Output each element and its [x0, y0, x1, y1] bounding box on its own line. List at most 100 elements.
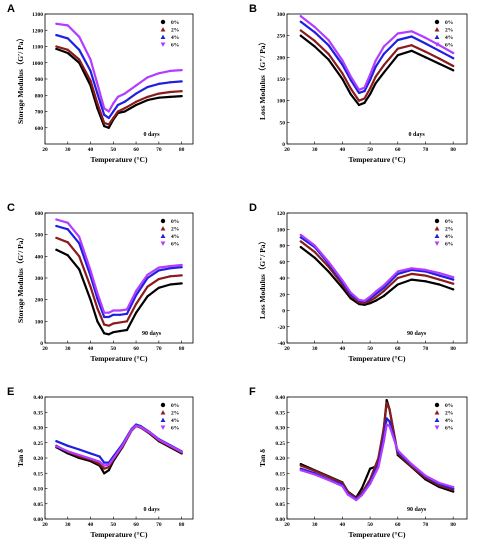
data-point [157, 438, 160, 441]
data-point [368, 78, 372, 81]
data-point [357, 103, 361, 107]
data-point [103, 464, 106, 467]
data-point [134, 92, 138, 95]
data-point [313, 45, 316, 48]
x-tick-label: 60 [395, 346, 401, 352]
condition-note: 0 days [409, 132, 426, 138]
data-point [157, 269, 160, 272]
data-point [169, 264, 172, 268]
data-point [374, 59, 377, 62]
y-tick-label: 0.40 [275, 395, 285, 401]
data-point [180, 90, 183, 93]
y-tick-label: 0.10 [275, 487, 285, 493]
x-tick-label: 30 [312, 147, 318, 153]
legend-label: 4% [445, 418, 453, 424]
data-point [96, 92, 99, 95]
data-point [452, 69, 455, 72]
data-point [121, 444, 124, 447]
data-point [66, 37, 69, 40]
data-point [112, 110, 115, 113]
data-point [357, 88, 361, 91]
data-point [55, 440, 58, 443]
data-point [157, 96, 160, 99]
data-point [349, 75, 352, 78]
data-point [410, 44, 413, 47]
data-point [438, 272, 441, 275]
legend-marker [434, 417, 440, 422]
data-point [410, 35, 413, 38]
y-axis-title: Storage Modulus（G′/ Pa） [15, 233, 25, 323]
y-tick-label: 600 [35, 126, 44, 132]
data-point [180, 263, 183, 267]
x-tick-label: 80 [450, 147, 456, 153]
legend-label: 0% [171, 219, 179, 225]
x-tick-label: 70 [423, 346, 429, 352]
y-tick-label: 100 [35, 319, 44, 325]
legend: 0% 2%4% 6% [160, 402, 179, 432]
data-point [55, 224, 58, 228]
data-point [424, 36, 427, 39]
data-point [107, 324, 110, 327]
data-point [139, 425, 142, 428]
y-tick-label: 80 [280, 244, 286, 250]
x-tick-label: 70 [156, 147, 162, 153]
data-point [169, 275, 172, 278]
y-tick-label: 1100 [32, 45, 43, 51]
data-point [299, 34, 302, 37]
data-point [410, 463, 413, 466]
data-point [78, 35, 81, 38]
legend-marker [160, 241, 166, 246]
legend-marker [434, 19, 440, 25]
legend-marker [160, 19, 166, 25]
data-point [107, 123, 110, 126]
data-point [327, 270, 330, 273]
x-tick-label: 20 [42, 147, 48, 153]
data-point [313, 39, 316, 42]
condition-note: 0 days [143, 132, 160, 138]
data-point [169, 69, 172, 72]
data-point [123, 92, 126, 95]
plot-frame [286, 212, 468, 344]
data-point [134, 103, 138, 107]
x-tick-label: 50 [111, 147, 117, 153]
x-axis-title: Temperature (°C) [349, 354, 406, 363]
legend-marker [160, 226, 166, 231]
y-tick-label: 0.35 [275, 410, 285, 416]
data-point [66, 48, 69, 51]
data-point [146, 295, 149, 298]
y-tick-label: 40 [280, 276, 286, 282]
data-point [78, 453, 81, 457]
legend-label: 0% [171, 20, 179, 26]
x-tick-label: 50 [111, 346, 117, 352]
legend-label: 6% [445, 242, 453, 248]
y-tick-label: 250 [277, 34, 286, 40]
data-point [125, 320, 129, 323]
data-point [341, 279, 344, 282]
data-point [438, 62, 441, 65]
data-point [169, 283, 172, 286]
data-point [357, 99, 361, 102]
data-point [374, 290, 377, 293]
y-tick-label: -20 [278, 325, 286, 331]
panel-E: E 20 30 40 50 60 70 80 0.00 0.05 0.10 0.15 0.20 0.25 0… [7, 386, 194, 539]
data-point [396, 32, 399, 35]
legend-label: 0% [445, 403, 453, 409]
data-point [157, 277, 160, 281]
data-point [146, 99, 149, 102]
data-point [89, 285, 92, 288]
data-point [438, 57, 441, 60]
y-tick-label: 0.40 [33, 395, 43, 401]
data-point [452, 64, 455, 68]
data-point [452, 278, 455, 281]
y-tick-label: 900 [35, 77, 44, 83]
data-point [146, 86, 149, 89]
panel-D: D 20 30 40 50 60 70 80 -40 -20 0 20 40 60 80 100 120 Temp… [249, 202, 468, 363]
legend-label: 6% [171, 43, 179, 49]
data-point [103, 121, 106, 124]
y-tick-label: 800 [35, 93, 44, 99]
y-tick-label: 0 [40, 341, 43, 347]
data-point [78, 48, 81, 51]
condition-note: 90 days [407, 507, 427, 513]
panel-letter: E [7, 386, 14, 398]
data-point [396, 38, 399, 42]
